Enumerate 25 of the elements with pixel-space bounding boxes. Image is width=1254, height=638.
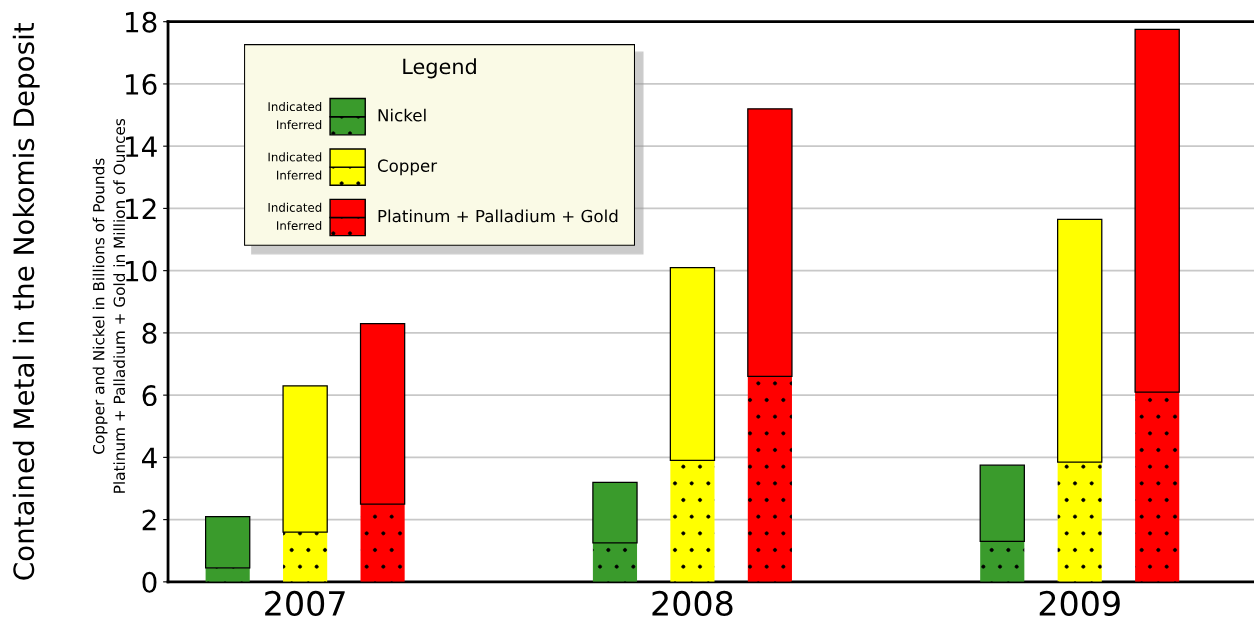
annotation: Nickel — [378, 108, 426, 122]
text: Inferred — [277, 170, 322, 180]
y-tick-label: 12 — [126, 198, 156, 219]
legend-label: Indicated — [268, 101, 322, 112]
legend-label: Inferred — [277, 220, 322, 231]
x-tick-label: 2009 — [1039, 590, 1120, 616]
y-tick-label: 18 — [126, 11, 157, 33]
y-tick-label: 14 — [126, 136, 157, 157]
text: Indicated — [268, 202, 322, 212]
y-tick-label: 10 — [126, 260, 157, 282]
x-tick-label: 2007 — [265, 590, 345, 616]
y-tick-label: 4 — [142, 447, 157, 468]
annotation: Copper — [377, 159, 438, 176]
y-tick-label: 0 — [142, 571, 157, 593]
y-tick-label: 16 — [126, 73, 157, 95]
y-tick-label: 8 — [142, 322, 157, 344]
y-tick-label: 2 — [142, 509, 156, 531]
legend-title: Legend — [403, 58, 476, 79]
text: Inferred — [277, 120, 322, 130]
y-axis-title: Contained Metal in the Nokomis Deposit — [12, 22, 40, 580]
text: Indicated — [268, 152, 322, 162]
annotation: Platinum + Palladium + Gold — [378, 209, 618, 223]
y-tick-label: 6 — [142, 385, 157, 407]
text: Copper and Nickel in Billions of Pounds Platinum + Palladium + Gold in Million of Ounces — [92, 118, 126, 493]
x-tick-label: 2008 — [652, 590, 733, 616]
